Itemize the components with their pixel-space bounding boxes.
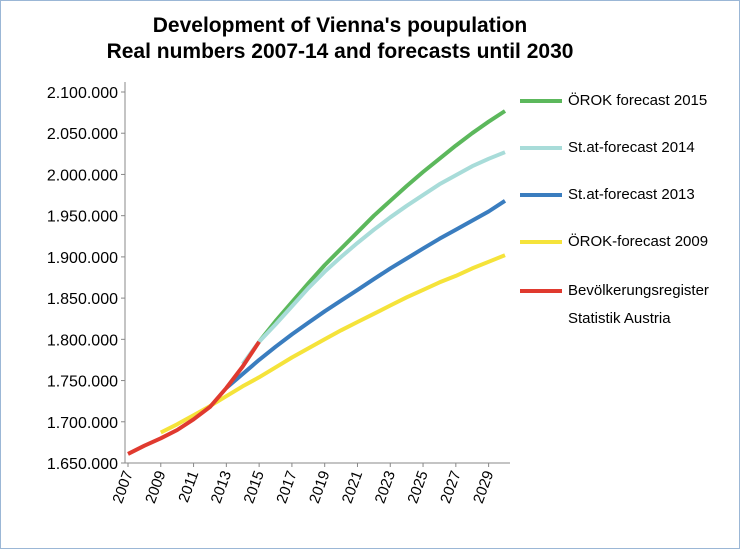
- series-line: [225, 199, 507, 390]
- chart-subtitle: Real numbers 2007-14 and forecasts until…: [107, 40, 574, 63]
- legend-label: St.at-forecast 2014: [568, 139, 695, 156]
- x-tick-label: 2013: [208, 469, 235, 506]
- y-tick-label: 1.700.000: [47, 415, 118, 432]
- y-tick-label: 2.050.000: [47, 126, 118, 143]
- x-tick-label: 2007: [109, 469, 136, 506]
- x-tick-label: 2021: [339, 469, 366, 506]
- legend-label: St.at-forecast 2013: [568, 186, 695, 203]
- x-tick-label: 2025: [404, 469, 431, 506]
- x-tick-label: 2017: [273, 469, 300, 506]
- y-tick-label: 1.850.000: [47, 291, 118, 308]
- legend-label: ÖROK forecast 2015: [568, 92, 708, 109]
- y-tick-label: 1.950.000: [47, 209, 118, 226]
- y-tick-label: 2.000.000: [47, 167, 118, 184]
- y-tick-label: 1.650.000: [47, 456, 118, 473]
- y-tick-label: 1.800.000: [47, 332, 118, 349]
- x-tick-label: 2019: [306, 469, 333, 506]
- x-tick-label: 2023: [372, 469, 399, 506]
- x-tick-label: 2009: [142, 469, 169, 506]
- y-tick-label: 1.900.000: [47, 250, 118, 267]
- series-line: [241, 150, 506, 366]
- y-tick-label: 2.100.000: [47, 85, 118, 102]
- x-tick-label: 2027: [437, 469, 464, 506]
- legend-label: Bevölkerungsregister Statistik Austria: [568, 282, 709, 327]
- series-line: [127, 340, 261, 456]
- x-tick-label: 2015: [240, 469, 267, 506]
- y-tick-label: 1.750.000: [47, 374, 118, 391]
- series-line: [159, 253, 506, 435]
- legend-label: ÖROK-forecast 2009: [568, 233, 709, 250]
- x-tick-label: 2029: [470, 469, 497, 506]
- chart-title: Development of Vienna's poupulation: [153, 14, 527, 37]
- series-line: [257, 109, 507, 344]
- x-tick-label: 2011: [175, 469, 202, 505]
